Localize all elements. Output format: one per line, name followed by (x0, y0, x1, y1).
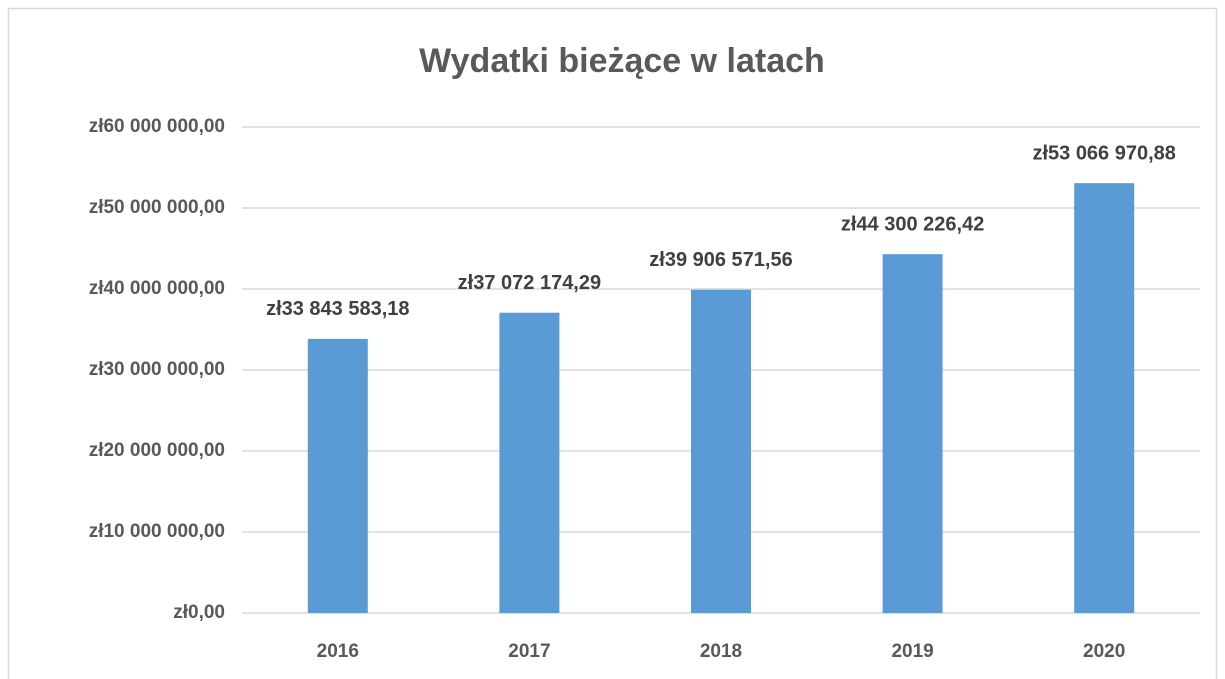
y-tick-label: zł0,00 (173, 602, 225, 623)
x-tick-label: 2016 (317, 641, 359, 662)
x-tick-label: 2017 (508, 641, 550, 662)
y-tick-label: zł10 000 000,00 (89, 521, 225, 542)
y-tick-label: zł20 000 000,00 (89, 440, 225, 461)
chart-title: Wydatki bieżące w latach (419, 42, 825, 80)
chart-border (7, 7, 1218, 679)
bar (499, 312, 560, 613)
data-label: zł33 843 583,18 (266, 298, 409, 320)
y-tick-label: zł50 000 000,00 (89, 197, 225, 218)
y-tick-label: zł30 000 000,00 (89, 359, 225, 380)
bar (691, 289, 751, 613)
y-tick-label: zł60 000 000,00 (89, 116, 225, 137)
x-tick-label: 2018 (700, 641, 742, 662)
x-tick-label: 2020 (1083, 641, 1125, 662)
bar (1074, 183, 1135, 613)
data-label: zł37 072 174,29 (458, 272, 601, 294)
bar (307, 338, 368, 613)
y-tick-label: zł40 000 000,00 (89, 278, 225, 299)
bar (882, 254, 943, 614)
data-label: zł44 300 226,42 (841, 213, 984, 235)
data-label: zł53 066 970,88 (1032, 142, 1175, 164)
x-tick-label: 2019 (891, 641, 933, 662)
data-label: zł39 906 571,56 (649, 249, 792, 271)
